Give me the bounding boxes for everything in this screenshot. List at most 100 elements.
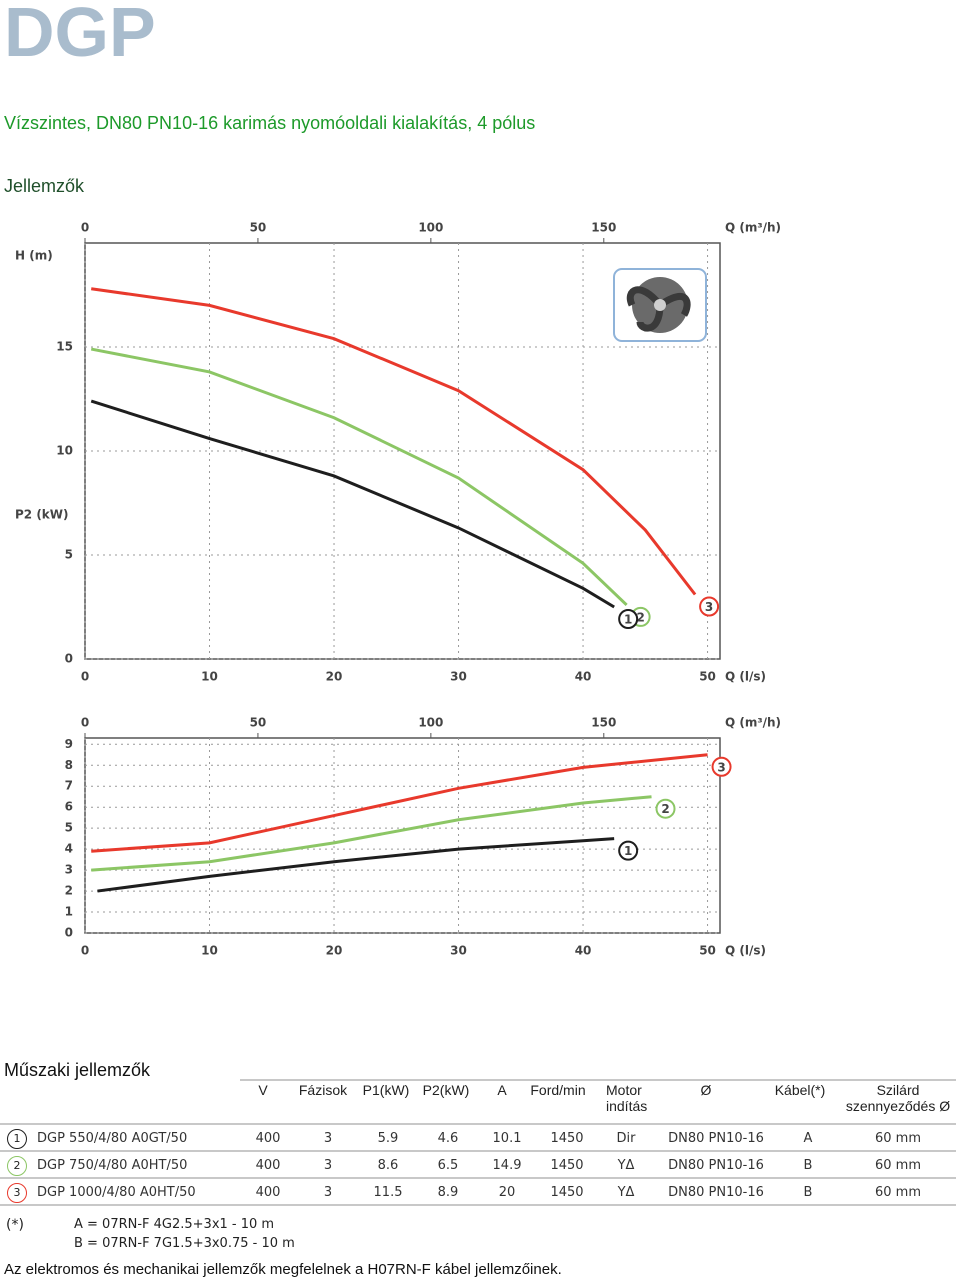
column-header: A xyxy=(497,1082,507,1098)
column-header: P1(kW) xyxy=(362,1082,410,1098)
x2-tick-label: 150 xyxy=(591,716,616,730)
table-cell: 60 mm xyxy=(874,1158,922,1173)
table-cell: 5.9 xyxy=(377,1131,399,1146)
row-badge: 2 xyxy=(7,1156,27,1176)
series-line xyxy=(91,795,652,872)
x-tick-label: 0 xyxy=(81,944,89,958)
x2-tick-label: 50 xyxy=(250,716,267,730)
y-tick-label: 6 xyxy=(65,800,73,814)
column-header: Ford/min xyxy=(530,1082,586,1098)
table-cell: 1450 xyxy=(550,1185,584,1200)
footnote-line: A = 07RN-F 4G2.5+3x1 - 10 m xyxy=(74,1217,275,1232)
impeller-image xyxy=(613,268,707,342)
column-header: V xyxy=(258,1082,268,1098)
y-tick-label: 10 xyxy=(56,444,73,458)
series-line xyxy=(91,287,697,596)
table-title: Műszaki jellemzők xyxy=(4,1060,151,1080)
x2-tick-label: 50 xyxy=(250,221,267,235)
table-cell: B xyxy=(803,1158,813,1173)
y-tick-label: 15 xyxy=(56,340,73,354)
column-header: Kábel(*) xyxy=(774,1082,826,1098)
column-header: Szilárd szennyeződés Ø xyxy=(845,1082,951,1114)
row-separator xyxy=(0,1177,956,1179)
x2-tick-label: 150 xyxy=(591,221,616,235)
x2-tick-label: 100 xyxy=(418,221,443,235)
table-cell: 8.6 xyxy=(377,1158,399,1173)
series-line xyxy=(97,837,615,893)
table-cell: 60 mm xyxy=(874,1131,922,1146)
row-separator xyxy=(0,1123,956,1125)
table-cell: 400 xyxy=(255,1158,281,1173)
y-tick-label: 9 xyxy=(65,737,73,751)
page-title: DGP xyxy=(4,0,156,71)
x-tick-label: 40 xyxy=(575,670,592,684)
series-label: 1 xyxy=(624,613,632,627)
series-badge xyxy=(699,596,720,617)
y-tick-label: 8 xyxy=(65,758,73,772)
x2-axis-label: Q (m³/h) xyxy=(725,221,781,235)
table-cell: 1450 xyxy=(550,1158,584,1173)
x2-tick-label: 0 xyxy=(81,221,89,235)
table-cell: 400 xyxy=(255,1131,281,1146)
series-label: 1 xyxy=(624,844,632,858)
row-separator xyxy=(0,1150,956,1152)
series-label: 2 xyxy=(661,802,669,816)
y-tick-label: 0 xyxy=(65,926,73,940)
row-separator xyxy=(0,1204,956,1206)
row-name: DGP 1000/4/80 A0HT/50 xyxy=(37,1185,196,1200)
table-cell: B xyxy=(803,1185,813,1200)
y-tick-label: 2 xyxy=(65,884,73,898)
table-cell: 10.1 xyxy=(492,1131,522,1146)
x2-tick-label: 100 xyxy=(418,716,443,730)
y-axis-label: H (m) xyxy=(15,249,53,263)
y-tick-label: 3 xyxy=(65,863,73,877)
column-header: Ø xyxy=(700,1082,712,1098)
x2-tick-label: 0 xyxy=(81,716,89,730)
footnote-note: Az elektromos és mechanikai jellemzők me… xyxy=(4,1261,562,1278)
x-tick-label: 30 xyxy=(450,944,467,958)
table-cell: DN80 PN10-16 xyxy=(668,1185,764,1200)
row-name: DGP 550/4/80 A0GT/50 xyxy=(37,1131,188,1146)
x-tick-label: 30 xyxy=(450,670,467,684)
x-tick-label: 50 xyxy=(699,944,716,958)
column-header: Motor indítás xyxy=(606,1082,648,1114)
subtitle: Vízszintes, DN80 PN10-16 karimás nyomóol… xyxy=(4,113,536,133)
table-cell: 3 xyxy=(323,1185,333,1200)
series-line xyxy=(90,347,628,607)
series-label: 3 xyxy=(717,760,725,774)
series-badge xyxy=(618,840,639,861)
series-badge xyxy=(655,798,676,819)
series-label: 2 xyxy=(636,610,644,624)
column-header: P2(kW) xyxy=(422,1082,470,1098)
table-cell: 14.9 xyxy=(492,1158,522,1173)
x-tick-label: 20 xyxy=(326,944,343,958)
y-tick-label: 7 xyxy=(65,779,73,793)
section-title: Jellemzők xyxy=(4,176,85,196)
y-tick-label: 5 xyxy=(65,821,73,835)
x-tick-label: 10 xyxy=(201,670,218,684)
x-tick-label: 10 xyxy=(201,944,218,958)
table-cell: 6.5 xyxy=(437,1158,459,1173)
plot-frame xyxy=(84,737,721,934)
series-line xyxy=(90,399,615,609)
x-tick-label: 20 xyxy=(326,670,343,684)
row-name: DGP 750/4/80 A0HT/50 xyxy=(37,1158,188,1173)
table-cell: YΔ xyxy=(617,1158,635,1173)
y-tick-label: 4 xyxy=(65,842,73,856)
table-cell: 4.6 xyxy=(437,1131,459,1146)
table-cell: DN80 PN10-16 xyxy=(668,1158,764,1173)
y-tick-label: 1 xyxy=(65,905,73,919)
x-axis-label: Q (l/s) xyxy=(725,944,766,958)
table-cell: 3 xyxy=(323,1158,333,1173)
series-label: 3 xyxy=(705,600,713,614)
x-tick-label: 0 xyxy=(81,670,89,684)
series-badge xyxy=(618,609,639,629)
y-axis-label: P2 (kW) xyxy=(15,508,69,522)
footnote-marker: (*) xyxy=(6,1217,24,1233)
x2-axis-label: Q (m³/h) xyxy=(725,716,781,730)
table-cell: 20 xyxy=(498,1185,516,1200)
x-tick-label: 50 xyxy=(699,670,716,684)
